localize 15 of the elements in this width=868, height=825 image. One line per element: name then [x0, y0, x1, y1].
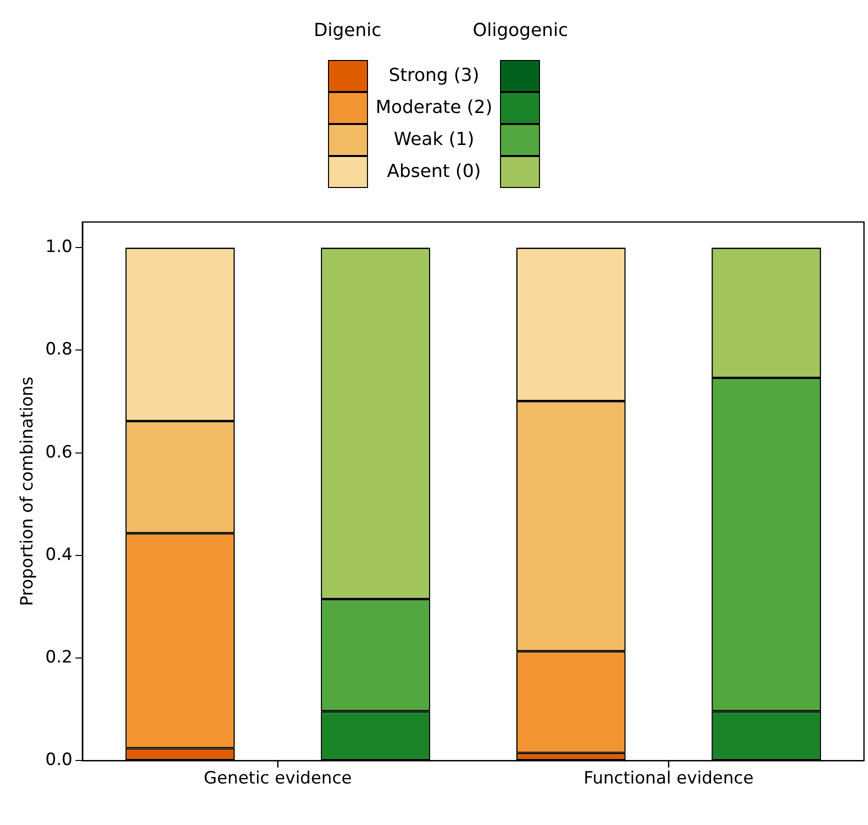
legend-label: Strong (3): [388, 65, 480, 87]
y-tick-label: 0.2: [45, 647, 72, 668]
y-tick-label: 0.0: [45, 750, 72, 770]
y-tick-label: 1.0: [45, 237, 72, 258]
text: Oligogenic: [472, 20, 568, 43]
text: Genetic evidence: [204, 768, 352, 789]
legend-label: Weak (1): [394, 129, 474, 151]
y-tick-label: 0.8: [45, 340, 72, 360]
text: Digenic: [314, 20, 382, 43]
y-tick-label: 0.4: [45, 544, 72, 565]
y-axis-title: Proportion of combinations: [18, 376, 38, 606]
legend-label: Moderate (2): [376, 97, 492, 119]
y-tick-label: 0.6: [45, 442, 72, 462]
text: Functional evidence: [584, 768, 754, 789]
legend-label: Absent (0): [387, 161, 481, 183]
